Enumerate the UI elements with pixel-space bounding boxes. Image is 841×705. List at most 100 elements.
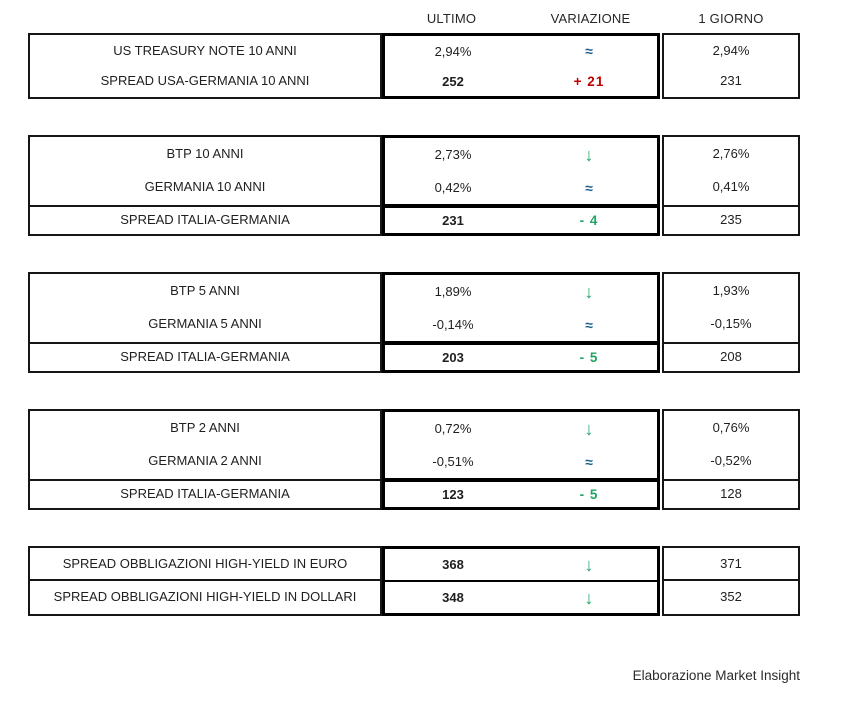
variation-flat-icon: ≈ [585,179,593,196]
ultimo-value: 0,42% [434,180,472,195]
label-column: SPREAD OBBLIGAZIONI HIGH-YIELD IN EURO S… [28,546,382,616]
mid-row: 123 - 5 [385,482,657,507]
arrow-down-icon: ↓ [584,418,594,439]
rows-section: BTP 5 ANNI GERMANIA 5 ANNI 1,89% ↓ -0,14… [28,272,800,344]
row-label: SPREAD ITALIA-GERMANIA [120,212,290,227]
table-block-10-anni: BTP 10 ANNI GERMANIA 10 ANNI 2,73% ↓ 0,4… [28,135,800,236]
table-block-2-anni: BTP 2 ANNI GERMANIA 2 ANNI 0,72% ↓ -0,51… [28,409,800,510]
variation-flat-icon: ≈ [585,316,593,333]
variation-up-value: + 21 [573,73,605,89]
ultimo-value: 0,72% [434,421,472,436]
giorno-value: 1,93% [712,283,750,298]
mid-row: 0,72% ↓ [385,412,657,445]
ultimo-value: 123 [442,487,464,502]
ultimo-value: 1,89% [434,284,472,299]
column-headers: ULTIMO VARIAZIONE 1 GIORNO [28,6,800,31]
mid-row: 2,94% ≈ [385,36,657,66]
arrow-down-icon: ↓ [584,144,594,165]
spread-row-section: SPREAD ITALIA-GERMANIA 231 - 4 235 [28,205,800,236]
giorno-value: 128 [720,486,742,501]
row-label: SPREAD ITALIA-GERMANIA [120,486,290,501]
ultimo-variazione-box: 2,94% ≈ 252 + 21 [382,33,660,99]
report-page: ULTIMO VARIAZIONE 1 GIORNO US TREASURY N… [28,6,800,683]
1giorno-column: 1,93% -0,15% [662,272,800,344]
header-mid-group: ULTIMO VARIAZIONE [382,11,660,26]
ultimo-value: 252 [442,73,464,89]
giorno-value: 2,76% [712,146,750,161]
1giorno-column: 235 [662,205,800,236]
giorno-value: -0,15% [710,316,752,331]
label-column: SPREAD ITALIA-GERMANIA [28,479,382,510]
ultimo-variazione-box: 231 - 4 [382,205,660,236]
giorno-value: 0,76% [712,420,750,435]
mid-row: 2,73% ↓ [385,138,657,171]
label-column: BTP 5 ANNI GERMANIA 5 ANNI [28,272,382,344]
giorno-value: 0,41% [712,179,750,194]
row-label: SPREAD OBBLIGAZIONI HIGH-YIELD IN DOLLAR… [30,579,380,612]
1giorno-column: 128 [662,479,800,510]
arrow-down-icon: ↓ [584,281,594,302]
1giorno-column: 0,76% -0,52% [662,409,800,481]
giorno-value: 231 [720,72,742,88]
label-column: SPREAD ITALIA-GERMANIA [28,205,382,236]
giorno-value: 371 [720,556,742,571]
mid-row: 348 ↓ [385,580,657,613]
table-block-5-anni: BTP 5 ANNI GERMANIA 5 ANNI 1,89% ↓ -0,14… [28,272,800,373]
ultimo-variazione-box: 2,73% ↓ 0,42% ≈ [382,135,660,207]
rows-section: US TREASURY NOTE 10 ANNI SPREAD USA-GERM… [28,33,800,99]
mid-row: -0,14% ≈ [385,308,657,341]
ultimo-value: -0,51% [432,454,474,469]
row-label: SPREAD USA-GERMANIA 10 ANNI [100,72,310,88]
row-label: US TREASURY NOTE 10 ANNI [113,42,297,58]
ultimo-variazione-box: 368 ↓ 348 ↓ [382,546,660,616]
giorno-value: 235 [720,212,742,227]
giorno-value: -0,52% [710,453,752,468]
variation-down-value: - 4 [579,213,599,228]
variation-down-value: - 5 [579,487,599,502]
table-block-us-treasury: US TREASURY NOTE 10 ANNI SPREAD USA-GERM… [28,33,800,99]
ultimo-variazione-box: 0,72% ↓ -0,51% ≈ [382,409,660,481]
rows-section: BTP 2 ANNI GERMANIA 2 ANNI 0,72% ↓ -0,51… [28,409,800,481]
1giorno-column: 2,76% 0,41% [662,135,800,207]
ultimo-variazione-box: 123 - 5 [382,479,660,510]
ultimo-value: 2,73% [434,147,472,162]
mid-row: -0,51% ≈ [385,445,657,478]
1giorno-column: 371 352 [662,546,800,616]
mid-row: 231 - 4 [385,208,657,233]
row-label: SPREAD OBBLIGAZIONI HIGH-YIELD IN EURO [62,556,348,571]
mid-row: 368 ↓ [385,549,657,580]
label-column: US TREASURY NOTE 10 ANNI SPREAD USA-GERM… [28,33,382,99]
rows-section: BTP 10 ANNI GERMANIA 10 ANNI 2,73% ↓ 0,4… [28,135,800,207]
variation-down-value: - 5 [579,350,599,365]
mid-row: 0,42% ≈ [385,171,657,204]
ultimo-value: 231 [442,213,464,228]
table-block-high-yield: SPREAD OBBLIGAZIONI HIGH-YIELD IN EURO S… [28,546,800,616]
ultimo-value: -0,14% [432,317,474,332]
label-column: BTP 2 ANNI GERMANIA 2 ANNI [28,409,382,481]
row-label: BTP 5 ANNI [170,283,240,298]
ultimo-variazione-box: 203 - 5 [382,342,660,373]
variation-flat-icon: ≈ [585,453,593,470]
1giorno-column: 2,94% 231 [662,33,800,99]
arrow-down-icon: ↓ [584,554,594,575]
rows-section: SPREAD OBBLIGAZIONI HIGH-YIELD IN EURO S… [28,546,800,616]
row-label: BTP 2 ANNI [170,420,240,435]
footer-credit: Elaborazione Market Insight [632,668,800,683]
label-column: SPREAD ITALIA-GERMANIA [28,342,382,373]
mid-row: 252 + 21 [385,66,657,96]
ultimo-value: 348 [442,590,464,605]
mid-row: 203 - 5 [385,345,657,370]
mid-row: 1,89% ↓ [385,275,657,308]
row-label: GERMANIA 5 ANNI [148,316,262,331]
ultimo-value: 203 [442,350,464,365]
1giorno-column: 208 [662,342,800,373]
row-label: GERMANIA 2 ANNI [148,453,262,468]
row-label: BTP 10 ANNI [166,146,244,161]
label-column: BTP 10 ANNI GERMANIA 10 ANNI [28,135,382,207]
column-header-ultimo: ULTIMO [426,11,477,26]
spread-row-section: SPREAD ITALIA-GERMANIA 203 - 5 208 [28,342,800,373]
ultimo-value: 368 [442,557,464,572]
column-header-1giorno: 1 GIORNO [698,11,764,26]
giorno-value: 352 [664,579,798,612]
ultimo-value: 2,94% [434,43,472,59]
